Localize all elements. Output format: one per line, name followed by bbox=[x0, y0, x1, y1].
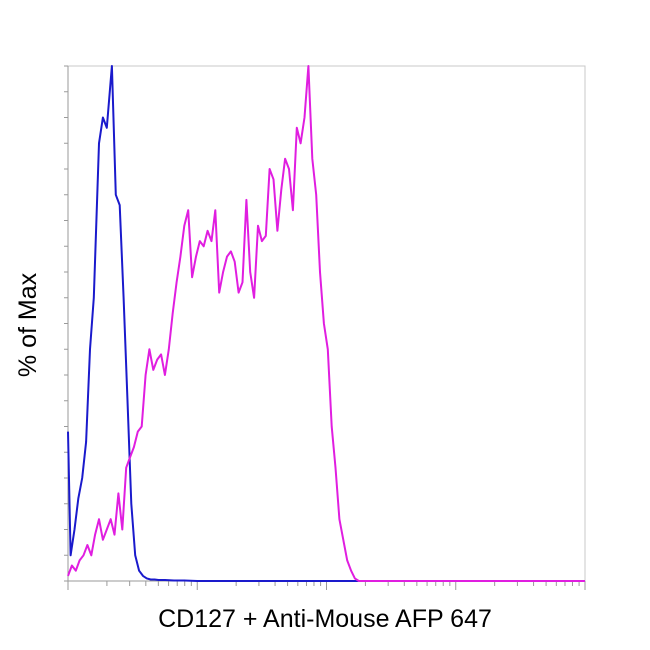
plot-frame bbox=[67, 65, 586, 582]
y-axis-label: % of Max bbox=[14, 272, 42, 377]
plot-border bbox=[67, 65, 586, 582]
x-axis-label: CD127 + Anti-Mouse AFP 647 bbox=[158, 605, 492, 633]
x-axis-ticks bbox=[67, 581, 586, 590]
y-axis-ticks bbox=[64, 65, 68, 582]
series-line-2 bbox=[67, 65, 585, 582]
series-line-1 bbox=[67, 65, 585, 582]
series-group bbox=[67, 65, 585, 582]
